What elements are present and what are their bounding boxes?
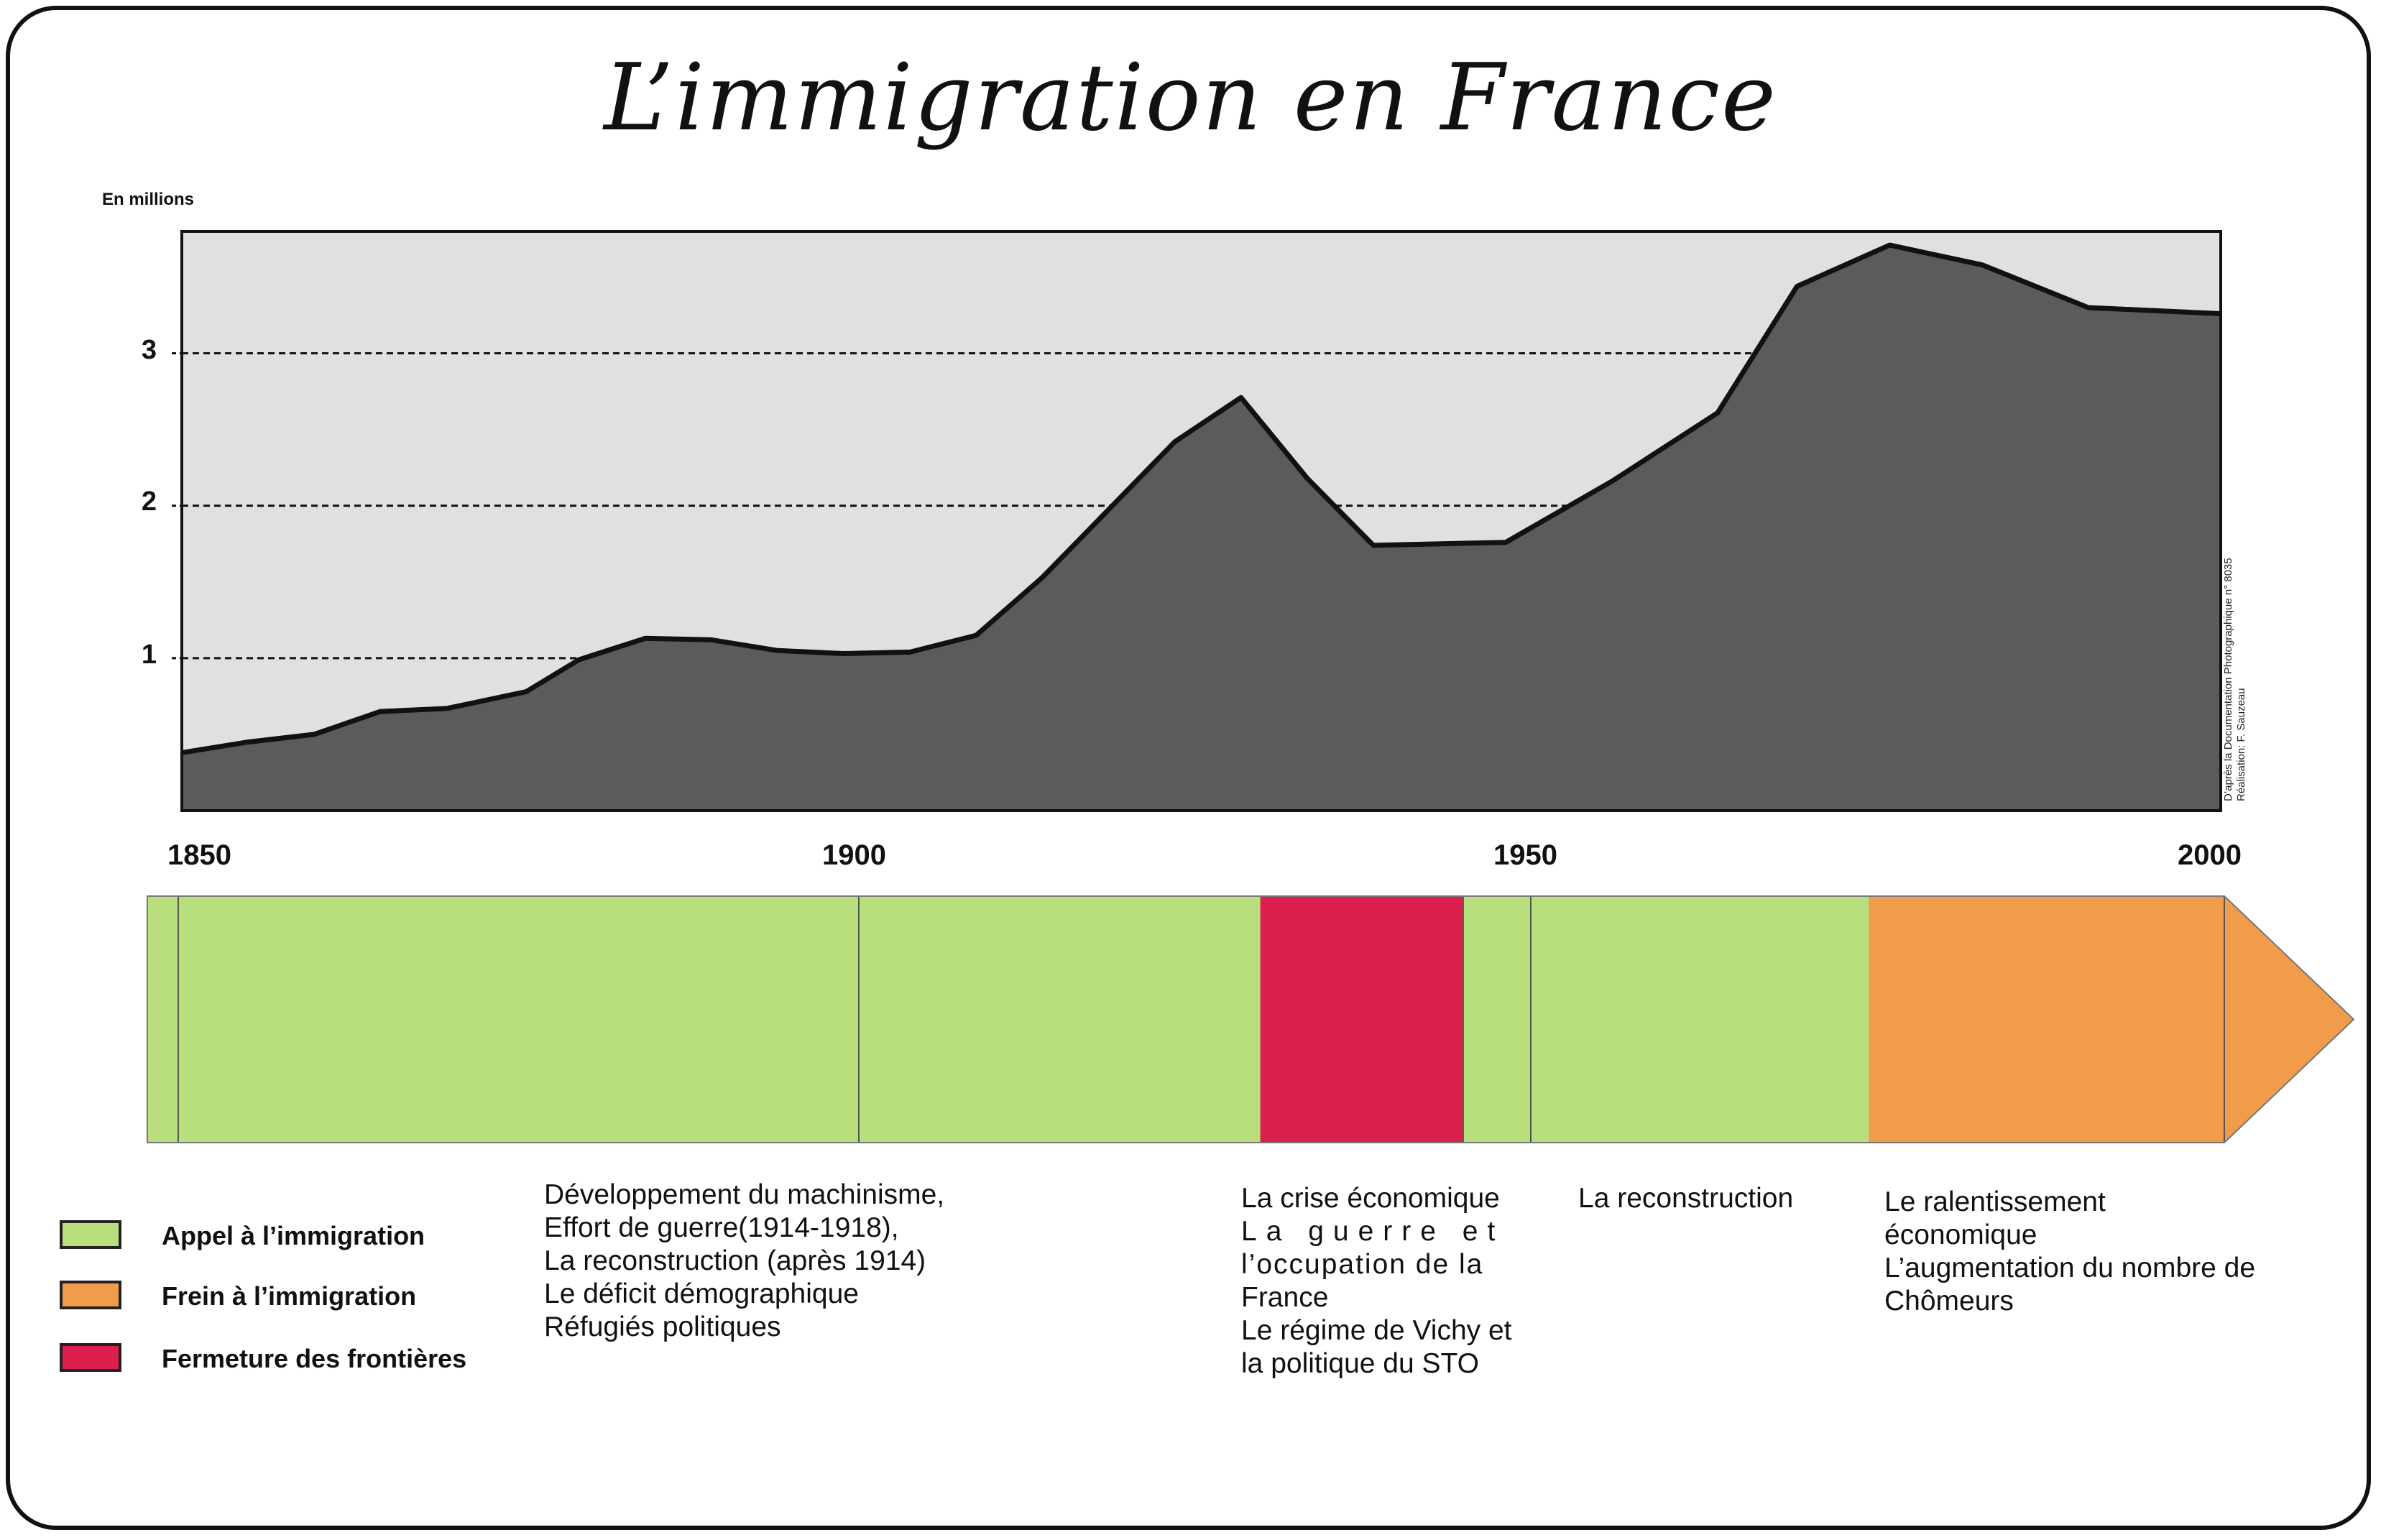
description-line: Chômeurs: [1884, 1286, 2014, 1317]
description-line: France: [1241, 1282, 1329, 1313]
y-axis-unit: En millions: [102, 190, 195, 209]
period-description-appel-2: La reconstruction: [1578, 1182, 1793, 1215]
timeline-period-frein: [1869, 896, 2354, 1143]
period-description-frein: Le ralentissement économique L’augmentat…: [1884, 1186, 2255, 1318]
timeline-period-appel: [1463, 896, 1869, 1143]
description-line: l’occupation de la: [1241, 1249, 1484, 1280]
x-tick-label: 1900: [822, 839, 886, 871]
source-text: D’après la Documentation Photographique …: [2222, 558, 2234, 801]
plot-frame: [180, 230, 2222, 812]
description-line: La crise économique: [1241, 1183, 1500, 1214]
description-line: Effort de guerre(1914-1918),: [544, 1212, 899, 1243]
description-line: Le déficit démographique: [544, 1278, 859, 1309]
legend-swatch: [60, 1281, 121, 1309]
description-line: la politique du STO: [1241, 1348, 1479, 1379]
description-line: L’augmentation du nombre de: [1884, 1253, 2256, 1283]
legend-label: Fermeture des frontières: [162, 1344, 467, 1373]
description-line: La guerre et: [1241, 1216, 1505, 1247]
description-line: La reconstruction (après 1914): [544, 1245, 926, 1276]
x-tick-label: 1950: [1493, 839, 1557, 871]
timeline-period-fermeture: [1260, 896, 1463, 1143]
credit-text: Réalisation: F. Sauzeau: [2235, 688, 2247, 801]
period-description-appel-1: Développement du machinisme, Effort de g…: [544, 1179, 944, 1344]
y-tick-label: 2: [141, 487, 157, 517]
timeline-outline: [147, 895, 2355, 1143]
description-line: La reconstruction: [1578, 1183, 1794, 1214]
x-tick-label: 1850: [167, 839, 231, 871]
period-description-fermeture: La crise économique La guerre et l’occup…: [1241, 1182, 1512, 1380]
page-title: L’immigration en France: [604, 45, 1777, 152]
description-line: Développement du machinisme,: [544, 1179, 945, 1210]
description-line: économique: [1884, 1219, 2037, 1250]
series-line: [181, 242, 2221, 755]
legend-swatch: [60, 1343, 121, 1372]
legend-label: Frein à l’immigration: [162, 1281, 417, 1311]
series-area: [182, 245, 2221, 811]
legend-label: Appel à l’immigration: [162, 1221, 425, 1250]
description-line: Le régime de Vichy et: [1241, 1315, 1512, 1346]
x-tick-label: 2000: [2178, 839, 2242, 871]
legend-swatch: [60, 1220, 121, 1249]
timeline-bar: [147, 895, 2355, 1143]
y-tick-label: 1: [141, 640, 157, 670]
outer-frame: [6, 6, 2371, 1530]
y-tick-label: 3: [141, 335, 157, 365]
timeline-period-appel: [147, 896, 1261, 1143]
source-credit: D’après la Documentation Photographique …: [2222, 456, 2265, 801]
description-line: Réfugiés politiques: [544, 1311, 781, 1342]
description-line: Le ralentissement: [1884, 1186, 2106, 1217]
